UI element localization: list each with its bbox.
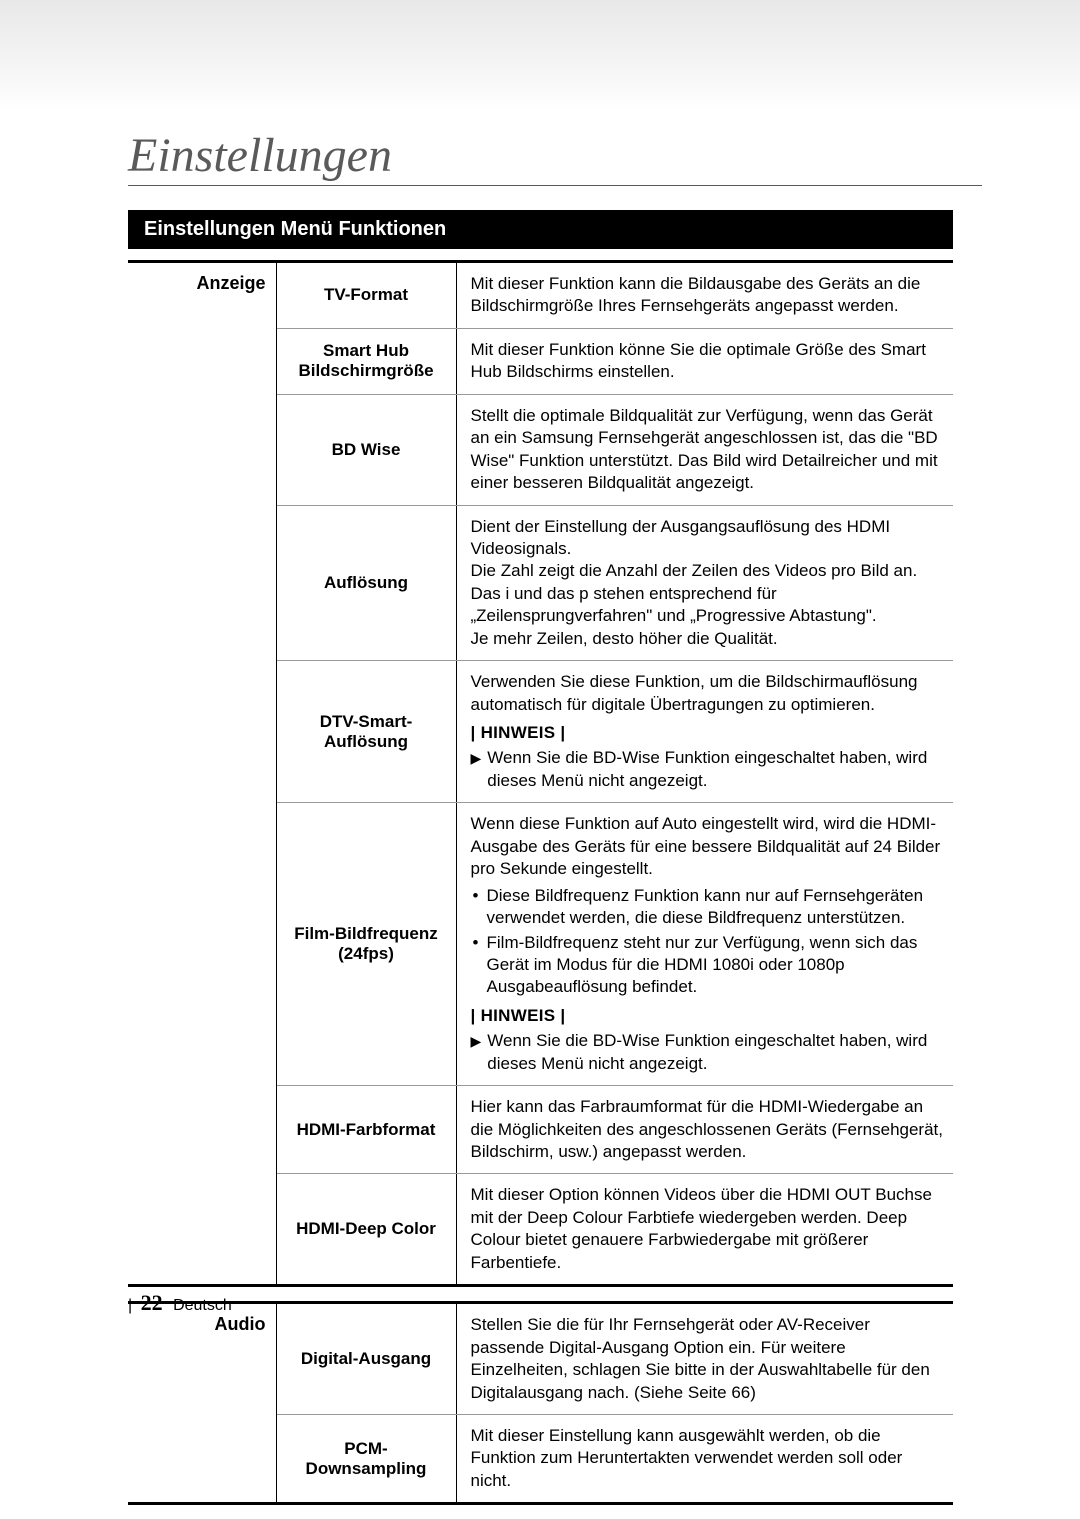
setting-desc: Wenn diese Funktion auf Auto eingestellt… [456, 803, 953, 1086]
setting-label: HDMI-Farbformat [276, 1086, 456, 1174]
setting-label: BD Wise [276, 394, 456, 505]
setting-label: PCM-Downsampling [276, 1414, 456, 1503]
bullet-list: Diese Bildfrequenz Funktion kann nur auf… [471, 885, 944, 999]
table-row: Anzeige TV-Format Mit dieser Funktion ka… [128, 262, 953, 329]
note-text: Wenn Sie die BD-Wise Funktion eingeschal… [487, 747, 943, 792]
header-gradient [0, 0, 1080, 112]
settings-table-audio: Audio Digital-Ausgang Stellen Sie die fü… [128, 1301, 953, 1505]
setting-desc: Mit dieser Funktion könne Sie die optima… [456, 328, 953, 394]
setting-desc: Mit dieser Einstellung kann ausgewählt w… [456, 1414, 953, 1503]
footer-lang: Deutsch [173, 1297, 232, 1314]
setting-label: Auflösung [276, 505, 456, 661]
arrow-icon: ▶ [471, 749, 482, 792]
bullet-item: Diese Bildfrequenz Funktion kann nur auf… [471, 885, 944, 930]
setting-label: Smart Hub Bildschirmgröße [276, 328, 456, 394]
setting-desc: Mit dieser Funktion kann die Bildausgabe… [456, 262, 953, 329]
hinweis-label: | HINWEIS | [471, 1005, 944, 1027]
setting-label: HDMI-Deep Color [276, 1174, 456, 1286]
arrow-icon: ▶ [471, 1032, 482, 1075]
category-cell: Audio [128, 1303, 276, 1504]
setting-desc: Hier kann das Farbraumformat für die HDM… [456, 1086, 953, 1174]
section-heading: Einstellungen Menü Funktionen [128, 210, 953, 249]
footer-pipe: | [128, 1297, 132, 1314]
note-line: ▶ Wenn Sie die BD-Wise Funktion eingesch… [471, 1030, 944, 1075]
setting-label: DTV-Smart-Auflösung [276, 661, 456, 803]
bullet-item: Film-Bildfrequenz steht nur zur Verfügun… [471, 932, 944, 999]
setting-desc: Mit dieser Option können Videos über die… [456, 1174, 953, 1286]
table-row: Audio Digital-Ausgang Stellen Sie die fü… [128, 1303, 953, 1415]
settings-table-anzeige: Anzeige TV-Format Mit dieser Funktion ka… [128, 260, 953, 1287]
setting-label: Digital-Ausgang [276, 1303, 456, 1415]
setting-desc: Stellt die optimale Bildqualität zur Ver… [456, 394, 953, 505]
page-footer: | 22 Deutsch [128, 1290, 232, 1316]
setting-desc: Verwenden Sie diese Funktion, um die Bil… [456, 661, 953, 803]
setting-desc: Dient der Einstellung der Ausgangsauflös… [456, 505, 953, 661]
page-number: 22 [141, 1290, 163, 1315]
note-text: Wenn Sie die BD-Wise Funktion eingeschal… [487, 1030, 943, 1075]
desc-text: Wenn diese Funktion auf Auto eingestellt… [471, 814, 941, 878]
desc-text: Verwenden Sie diese Funktion, um die Bil… [471, 672, 918, 713]
setting-desc: Stellen Sie die für Ihr Fernsehgerät ode… [456, 1303, 953, 1415]
setting-label: TV-Format [276, 262, 456, 329]
note-line: ▶ Wenn Sie die BD-Wise Funktion eingesch… [471, 747, 944, 792]
category-cell: Anzeige [128, 262, 276, 1286]
settings-tables: Anzeige TV-Format Mit dieser Funktion ka… [128, 260, 953, 1519]
page-title: Einstellungen [128, 128, 982, 186]
setting-label: Film-Bildfrequenz (24fps) [276, 803, 456, 1086]
hinweis-label: | HINWEIS | [471, 722, 944, 744]
